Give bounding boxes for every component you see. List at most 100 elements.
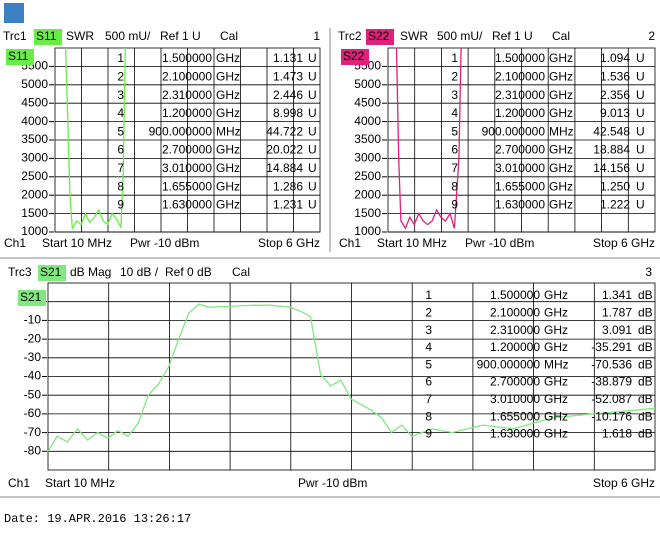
trace-tag: S22 xyxy=(343,49,365,63)
marker-unit: GHz xyxy=(216,51,240,65)
marker-value-unit: U xyxy=(636,51,645,65)
marker-frequency: 3.010000 xyxy=(162,161,212,175)
y-tick-label: 1500 xyxy=(21,206,48,220)
marker-value: -10.176 xyxy=(591,409,632,423)
trace-name: Trc2 xyxy=(338,29,362,43)
trace-tag: S11 xyxy=(8,49,29,63)
marker-frequency: 3.010000 xyxy=(495,161,545,175)
marker-frequency: 1.200000 xyxy=(162,106,212,120)
format: SWR xyxy=(66,29,94,43)
date: Date: 19.APR.2016 13:26:17 xyxy=(4,512,191,526)
scale: 10 dB / xyxy=(120,265,159,279)
marker-value-unit: U xyxy=(636,198,645,212)
marker-unit: GHz xyxy=(549,143,573,157)
y-tick-label: 1000 xyxy=(21,224,48,238)
trace xyxy=(64,47,126,231)
marker-value: -70.536 xyxy=(591,357,632,371)
y-tick-label: 3000 xyxy=(354,151,381,165)
marker-value: 1.341 xyxy=(602,288,632,302)
marker-unit: GHz xyxy=(216,143,240,157)
y-tick-label: -40 xyxy=(24,369,42,383)
marker-number: 9 xyxy=(117,198,124,212)
marker-number: 8 xyxy=(425,409,432,423)
marker-unit: GHz xyxy=(216,198,240,212)
marker-frequency: 1.655000 xyxy=(162,179,212,193)
y-tick-label: 3500 xyxy=(354,132,381,146)
marker-value-unit: U xyxy=(636,106,645,120)
marker-value-unit: U xyxy=(308,124,317,138)
marker-value: 9.013 xyxy=(600,106,630,120)
stop: Stop 6 GHz xyxy=(258,236,320,250)
marker-frequency: 2.700000 xyxy=(162,143,212,157)
marker-number: 3 xyxy=(117,88,124,102)
marker-number: 4 xyxy=(425,340,432,354)
trace-name: Trc3 xyxy=(8,265,32,279)
y-tick-label: 1000 xyxy=(354,224,381,238)
y-tick-label: -80 xyxy=(24,443,42,457)
marker-value: 1.231 xyxy=(273,198,303,212)
y-tick-label: 5000 xyxy=(354,77,381,91)
start: Start 10 MHz xyxy=(45,476,115,490)
marker-value: 8.998 xyxy=(273,106,303,120)
marker-number: 7 xyxy=(117,161,124,175)
marker-value-unit: dB xyxy=(638,288,653,302)
marker-value-unit: U xyxy=(308,51,317,65)
power: Pwr -10 dBm xyxy=(465,236,534,250)
marker-frequency: 2.100000 xyxy=(490,305,540,319)
marker-value: 1.131 xyxy=(273,51,303,65)
marker-value: 42.548 xyxy=(593,124,630,138)
marker-unit: GHz xyxy=(549,198,573,212)
trace-tag: S21 xyxy=(20,290,42,304)
start: Start 10 MHz xyxy=(42,236,112,250)
y-tick-label: 2000 xyxy=(21,187,48,201)
y-tick-label: -60 xyxy=(24,406,42,420)
cal: Cal xyxy=(232,265,250,279)
marker-value: 14.884 xyxy=(266,161,303,175)
cal: Cal xyxy=(220,29,238,43)
marker-unit: GHz xyxy=(216,88,240,102)
marker-number: 6 xyxy=(117,143,124,157)
marker-value: 2.446 xyxy=(273,88,303,102)
y-tick-label: -20 xyxy=(24,331,42,345)
trace xyxy=(395,47,462,230)
marker-number: 1 xyxy=(451,51,458,65)
y-tick-label: 4500 xyxy=(354,95,381,109)
marker-value: 1.473 xyxy=(273,69,303,83)
y-tick-label: 2500 xyxy=(21,169,48,183)
y-tick-label: 5000 xyxy=(21,77,48,91)
y-tick-label: 4000 xyxy=(21,114,48,128)
marker-unit: GHz xyxy=(544,305,568,319)
marker-number: 6 xyxy=(425,375,432,389)
marker-value-unit: U xyxy=(636,161,645,175)
marker-number: 8 xyxy=(117,179,124,193)
param: S22 xyxy=(368,29,390,43)
marker-number: 2 xyxy=(425,305,432,319)
marker-value-unit: U xyxy=(636,88,645,102)
power: Pwr -10 dBm xyxy=(130,236,199,250)
y-tick-label: -30 xyxy=(24,350,42,364)
marker-frequency: 900.000000 xyxy=(482,124,546,138)
marker-number: 3 xyxy=(451,88,458,102)
marker-number: 5 xyxy=(451,124,458,138)
marker-number: 1 xyxy=(117,51,124,65)
marker-frequency: 2.100000 xyxy=(162,69,212,83)
marker-frequency: 1.630000 xyxy=(495,198,545,212)
marker-number: 9 xyxy=(425,427,432,441)
scale: 500 mU/ xyxy=(105,29,151,43)
marker-frequency: 2.310000 xyxy=(490,323,540,337)
marker-value-unit: dB xyxy=(638,375,653,389)
marker-unit: GHz xyxy=(544,427,568,441)
marker-value: 1.618 xyxy=(602,427,632,441)
marker-value-unit: U xyxy=(308,106,317,120)
marker-value: 44.722 xyxy=(266,124,303,138)
y-tick-label: 3000 xyxy=(21,151,48,165)
marker-unit: GHz xyxy=(549,69,573,83)
marker-unit: MHz xyxy=(549,124,574,138)
stop: Stop 6 GHz xyxy=(593,476,655,490)
marker-value-unit: U xyxy=(308,198,317,212)
marker-value-unit: dB xyxy=(638,305,653,319)
marker-value-unit: U xyxy=(636,69,645,83)
marker-frequency: 900.000000 xyxy=(149,124,213,138)
marker-number: 9 xyxy=(451,198,458,212)
